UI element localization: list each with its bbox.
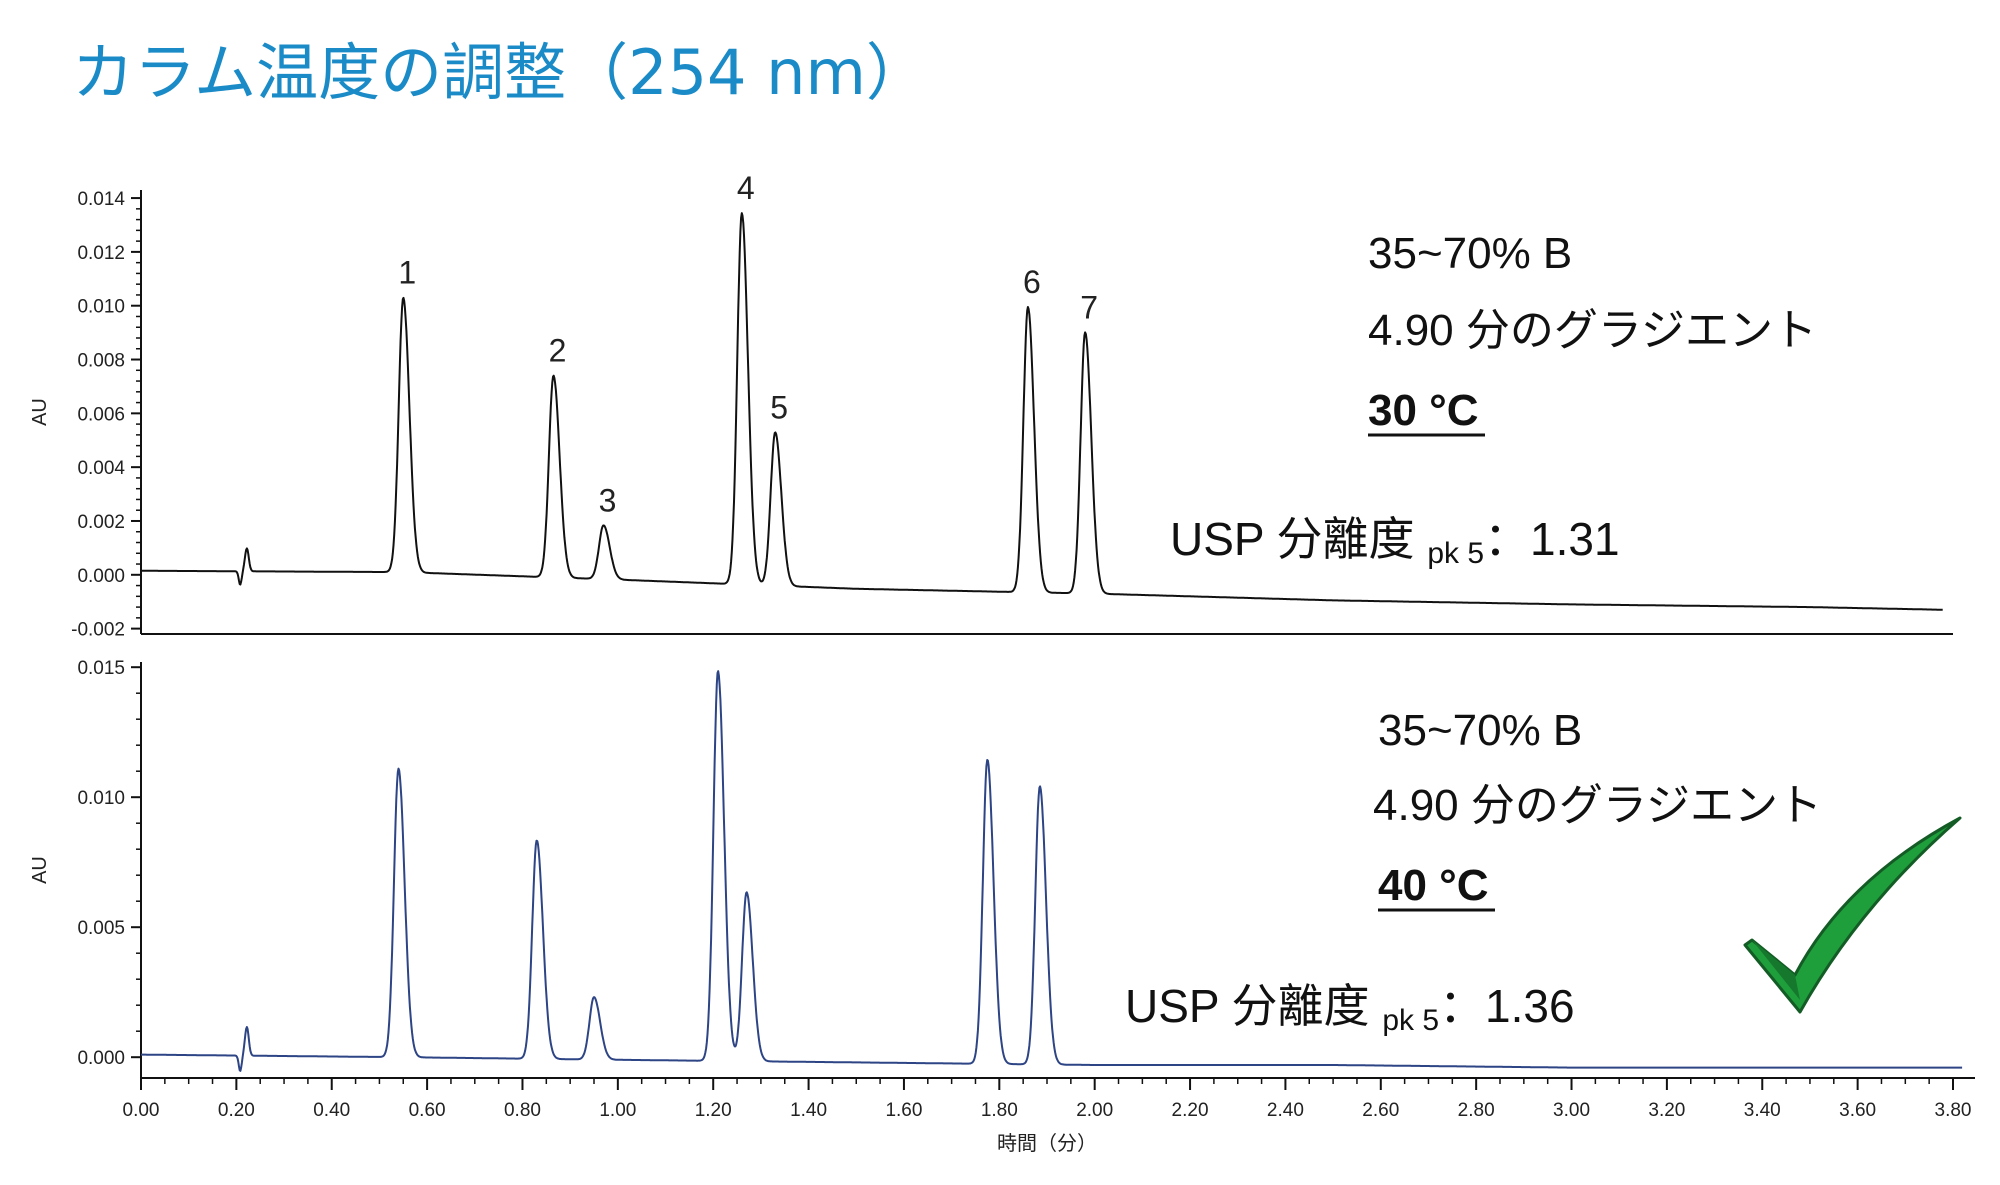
y-tick-label: 0.000: [77, 566, 125, 587]
y-tick-label: 0.000: [77, 1048, 125, 1069]
conditions-40c: 35~70% B 4.90 分のグラジエント 40 °C USP 分離度 pk …: [1125, 706, 1822, 1037]
x-tick-label: 0.80: [504, 1100, 541, 1121]
peak-label: 1: [398, 255, 416, 291]
time-axis: 0.00 0.20 0.40 0.60 0.80 1.00 1.20 1.40 1.60 1.80…: [123, 1077, 1975, 1155]
x-tick-label: 1.40: [790, 1100, 827, 1121]
chromatogram-trace: [140, 670, 1963, 1072]
x-tick-label: 0.40: [313, 1100, 350, 1121]
x-tick-label: 2.40: [1267, 1100, 1304, 1121]
temperature-label: 40 °C: [1378, 861, 1489, 910]
x-tick-label: 3.60: [1839, 1100, 1876, 1121]
y-tick-label: 0.004: [77, 458, 125, 479]
resolution-label: USP 分離度 pk 5：1.36: [1125, 980, 1575, 1037]
x-tick-label: 2.20: [1172, 1100, 1209, 1121]
gradient-range-label: 35~70% B: [1378, 706, 1582, 755]
peak-label: 3: [599, 482, 617, 518]
peak-label: 6: [1023, 264, 1041, 300]
y-axis-label: AU: [29, 398, 51, 426]
y-tick-label: 0.014: [77, 189, 125, 210]
x-tick-label: 2.80: [1458, 1100, 1495, 1121]
x-tick-label: 3.80: [1935, 1100, 1972, 1121]
x-tick-label: 1.00: [599, 1100, 636, 1121]
page-title: カラム温度の調整（254 nm）: [72, 36, 928, 109]
x-tick-label: 3.20: [1648, 1100, 1685, 1121]
conditions-30c: 35~70% B 4.90 分のグラジエント 30 °C USP 分離度 pk …: [1170, 229, 1817, 570]
x-tick-label: 3.40: [1744, 1100, 1781, 1121]
x-tick-label: 1.20: [695, 1100, 732, 1121]
y-tick-label: 0.005: [77, 918, 125, 939]
gradient-time-label: 4.90 分のグラジエント: [1368, 306, 1817, 355]
y-tick-label: 0.006: [77, 404, 125, 425]
peak-label: 5: [770, 389, 788, 425]
chromatogram-30c: -0.002 0.000 0.002 0.004 0.006 0.008 0.010 0.01…: [29, 170, 1953, 641]
y-tick-label: 0.012: [77, 243, 125, 264]
temperature-label: 30 °C: [1368, 386, 1479, 435]
x-tick-label: 2.60: [1362, 1100, 1399, 1121]
x-tick-label: 0.00: [123, 1100, 160, 1121]
x-tick-label: 2.00: [1076, 1100, 1113, 1121]
x-tick-label: 1.60: [885, 1100, 922, 1121]
x-tick-label: 3.00: [1553, 1100, 1590, 1121]
y-tick-label: 0.010: [77, 297, 125, 318]
peak-label: 4: [737, 170, 755, 206]
chromatogram-40c: 0.000 0.005 0.010 0.015 AU: [29, 658, 1963, 1078]
x-tick-label: 1.80: [981, 1100, 1018, 1121]
checkmark-icon: [1743, 816, 1962, 1014]
y-tick-label: -0.002: [71, 620, 125, 641]
peak-label: 7: [1080, 289, 1098, 325]
peak-label: 2: [549, 333, 567, 369]
x-axis-label: 時間（分）: [997, 1132, 1097, 1155]
resolution-label: USP 分離度 pk 5：1.31: [1170, 513, 1620, 570]
y-tick-label: 0.010: [77, 788, 125, 809]
y-tick-label: 0.015: [77, 658, 125, 679]
y-tick-label: 0.008: [77, 351, 125, 372]
gradient-range-label: 35~70% B: [1368, 229, 1572, 278]
chromatogram-trace: [140, 212, 1943, 611]
gradient-time-label: 4.90 分のグラジエント: [1373, 781, 1822, 830]
x-tick-label: 0.60: [409, 1100, 446, 1121]
y-axis-label: AU: [29, 856, 51, 884]
y-tick-label: 0.002: [77, 512, 125, 533]
x-tick-label: 0.20: [218, 1100, 255, 1121]
